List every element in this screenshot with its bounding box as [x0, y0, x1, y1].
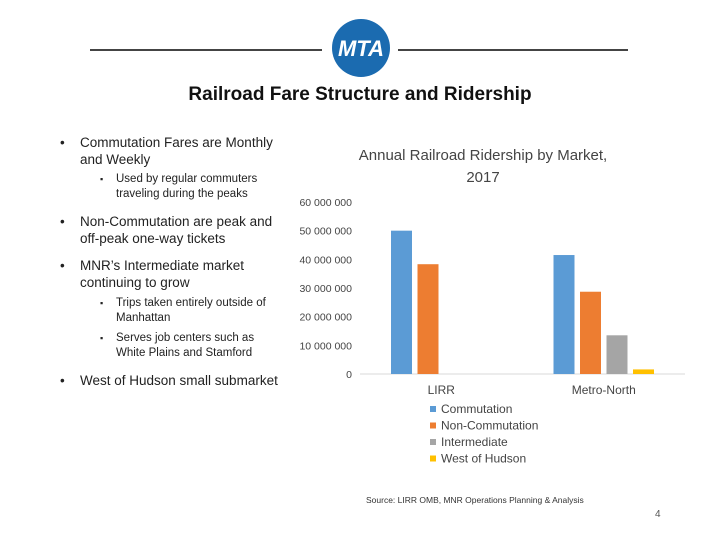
mta-logo: MTA [332, 19, 390, 77]
x-category-label: LIRR [428, 383, 456, 397]
y-tick-label: 60 000 000 [299, 197, 352, 209]
legend-swatch [430, 406, 436, 412]
legend-swatch [430, 422, 436, 429]
y-tick-label: 20 000 000 [299, 312, 352, 324]
logo-text: MTA [338, 36, 384, 61]
sub-bullet-outside-manhattan: Trips taken entirely outside of Manhatta… [100, 296, 286, 326]
legend-swatch [430, 439, 436, 445]
bar-metro-north-west-of-hudson [633, 369, 654, 374]
y-tick-label: 50 000 000 [299, 226, 352, 238]
legend-entry: West of Hudson [441, 452, 526, 466]
bullet-non-commutation: Non-Commutation are peak and off-peak on… [60, 213, 290, 247]
sub-bullet-job-centers: Serves job centers such as White Plains … [100, 331, 286, 361]
chart-title-line: Annual Railroad Ridership by Market, [359, 147, 607, 164]
chart-title-line: 2017 [466, 169, 499, 186]
bar-metro-north-commutation [553, 255, 575, 374]
legend-entry: Non-Commutation [441, 419, 538, 433]
ridership-chart: Annual Railroad Ridership by Market, 2017… [299, 147, 685, 466]
source-note: Source: LIRR OMB, MNR Operations Plannin… [366, 495, 584, 505]
bar-lirr-commutation [391, 230, 412, 374]
bar-lirr-non-commutation [417, 264, 439, 374]
x-category-label: Metro-North [572, 383, 636, 397]
bar-metro-north-non-commutation [580, 291, 601, 374]
slide-title: Railroad Fare Structure and Ridership [188, 84, 532, 105]
y-tick-label: 10 000 000 [299, 340, 352, 352]
legend-swatch [430, 455, 436, 462]
legend-entry: Intermediate [441, 435, 508, 449]
page-number: 4 [655, 509, 661, 520]
bullet-west-of-hudson: West of Hudson small submarket [60, 372, 280, 389]
bar-metro-north-intermediate [606, 335, 628, 374]
y-tick-label: 40 000 000 [299, 254, 352, 266]
y-tick-label: 30 000 000 [299, 283, 352, 295]
sub-bullet-regular-commuters: Used by regular commuters traveling duri… [100, 172, 286, 202]
header-rule-right [398, 49, 628, 51]
bullet-commutation: Commutation Fares are Monthly and Weekly [60, 134, 280, 168]
y-tick-label: 0 [346, 369, 352, 381]
header-rule-left [90, 49, 322, 51]
legend-entry: Commutation [441, 402, 512, 416]
bullet-intermediate: MNR’s Intermediate market continuing to … [60, 257, 290, 291]
